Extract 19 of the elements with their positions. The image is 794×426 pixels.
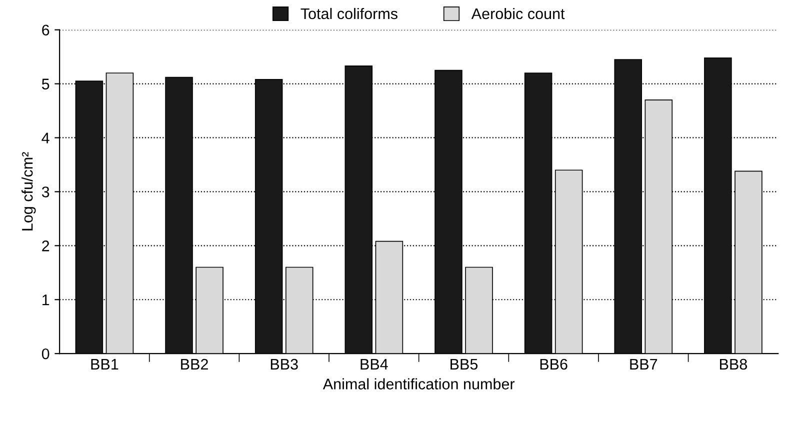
x-tick-label: BB5 <box>450 359 478 370</box>
y-tick-label: 6 <box>42 24 50 36</box>
x-tick-label: BB3 <box>270 358 298 370</box>
y-tick-label: 4 <box>42 132 50 144</box>
legend-label: Total coliforms <box>300 8 398 20</box>
x-tick-label: BB2 <box>181 358 208 370</box>
y-tick-label: 5 <box>42 78 50 90</box>
y-axis-title: Log cfu/cm² <box>22 152 36 230</box>
legend-label: Aerobic count <box>471 8 565 20</box>
x-tick-label: BB8 <box>720 358 747 370</box>
x-tick-label: BB6 <box>540 358 568 370</box>
x-axis-title: Animal identification number <box>322 378 515 390</box>
y-tick-label: 1 <box>42 294 50 306</box>
y-tick-label: 0 <box>42 348 50 360</box>
x-tick-label: BB7 <box>630 359 658 370</box>
y-tick-label: 2 <box>42 240 50 252</box>
x-tick-label: BB4 <box>360 359 388 370</box>
x-tick-label: BB1 <box>91 359 118 370</box>
y-tick-label: 3 <box>42 186 50 198</box>
